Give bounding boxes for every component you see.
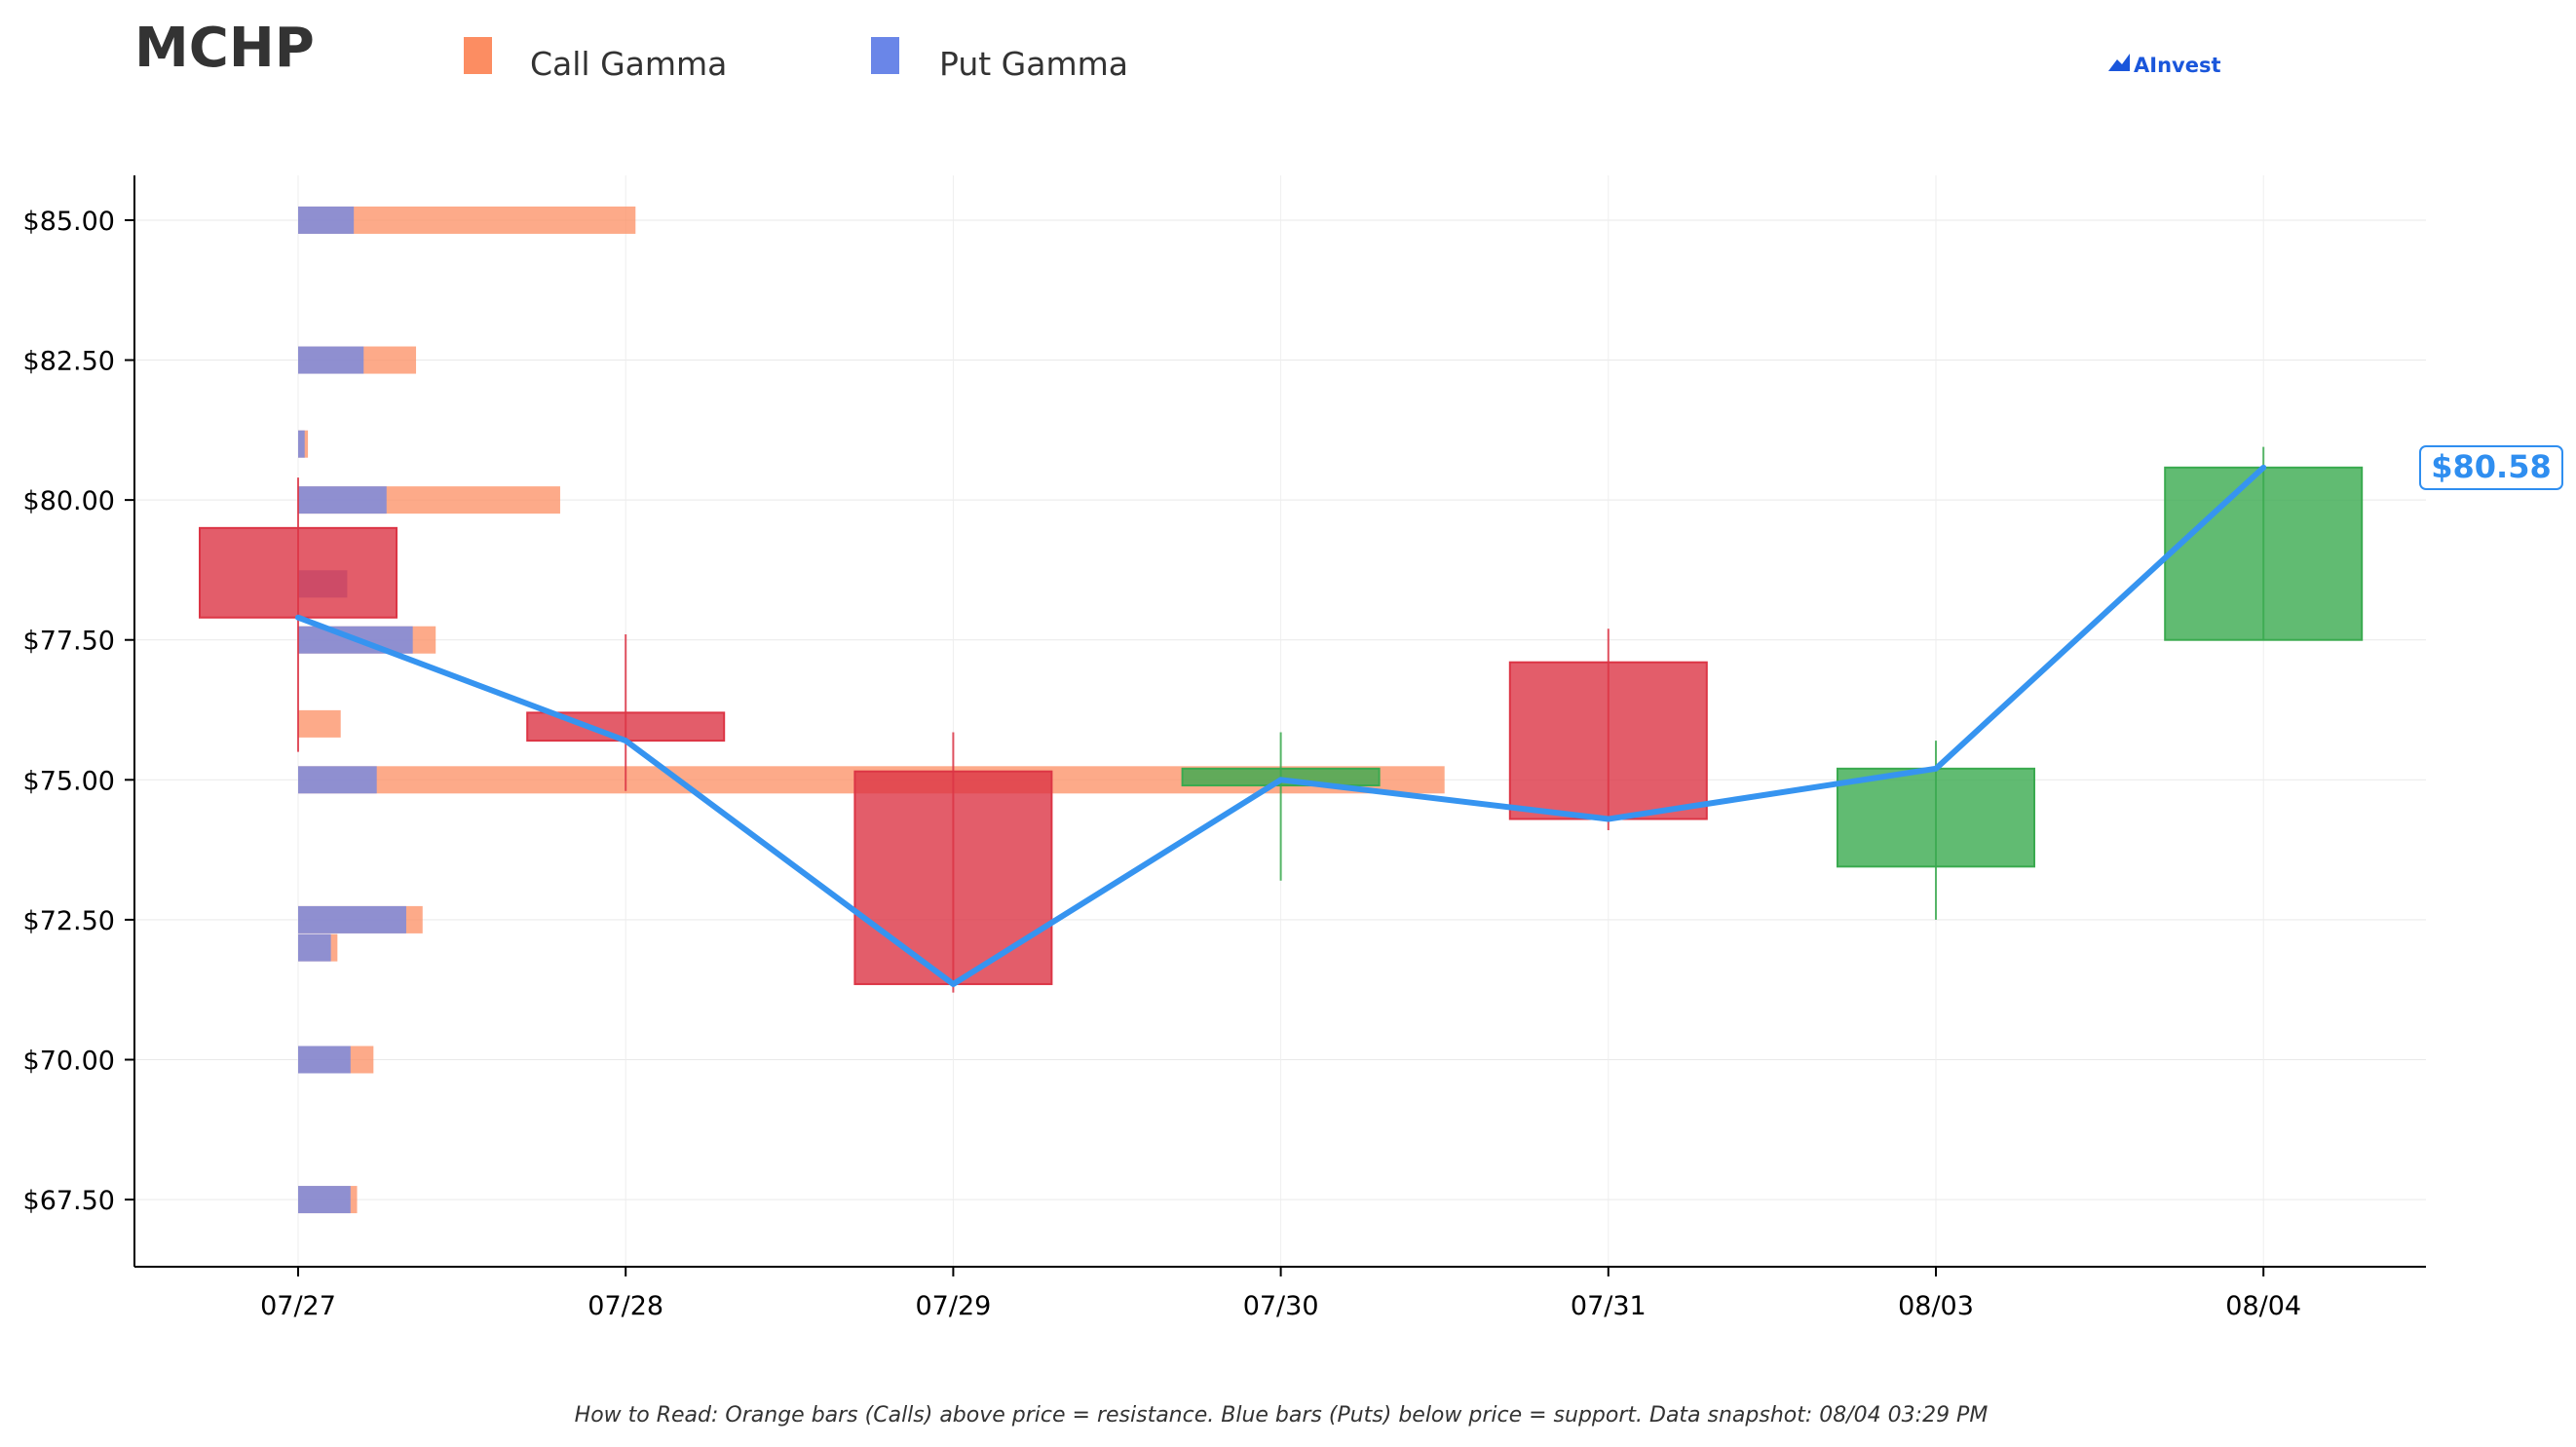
footnote: How to Read: Orange bars (Calls) above p… [575,1403,1989,1428]
call-gamma-bar [298,206,636,234]
x-tick-label: 07/29 [915,1291,991,1321]
put-gamma-bar [298,905,406,933]
brand-name: AInvest [2134,54,2221,77]
put-gamma-bar [298,1186,351,1214]
grid [134,175,2426,1267]
gamma-bars [298,206,1445,1214]
put-gamma-bar [298,206,355,234]
put-gamma-bar [298,346,364,374]
put-gamma-bar [298,486,387,514]
x-tick-label: 07/27 [260,1291,336,1321]
close-price-line [295,464,2267,987]
legend-call-swatch [464,37,492,74]
price-label: $80.58 [2419,445,2563,490]
x-tick-label: 08/03 [1898,1291,1974,1321]
x-tick-label: 07/30 [1243,1291,1319,1321]
price-label-box [2419,445,2563,490]
legend-put-label: Put Gamma [939,45,1128,83]
legend-put-swatch [871,37,899,74]
candle-body [199,526,398,619]
x-tick-label: 08/04 [2225,1291,2301,1321]
candle-body [2164,466,2364,641]
price-label-text: $80.58 [2431,448,2551,485]
close-line-group [295,464,2267,987]
call-gamma-bar [298,709,341,738]
x-tick-label: 07/31 [1571,1291,1647,1321]
chart-title: MCHP [134,17,315,80]
y-tick-label: $85.00 [23,207,115,237]
candle-body [853,770,1053,985]
y-tick-label: $75.00 [23,766,115,796]
y-tick-label: $72.50 [23,906,115,936]
put-gamma-bar [298,1046,351,1074]
candles [199,446,2364,993]
candle-body [1837,767,2035,868]
y-tick-label: $70.00 [23,1046,115,1076]
y-tick-label: $80.00 [23,486,115,516]
y-tick-label: $77.50 [23,627,115,657]
y-tick-label: $67.50 [23,1186,115,1216]
brand-chart-icon [2108,54,2130,71]
brand-logo: AInvest [2108,54,2221,77]
candle-body [1508,661,1708,820]
legend-call-label: Call Gamma [530,45,727,83]
y-tick-label: $82.50 [23,347,115,377]
put-gamma-bar [298,933,331,962]
axes: $67.50 $70.00 $72.50 $75.00 $77.50 $80.00 $82.… [23,175,2426,1321]
put-gamma-bar [298,766,377,794]
put-gamma-bar [298,430,305,458]
x-tick-label: 07/28 [587,1291,663,1321]
